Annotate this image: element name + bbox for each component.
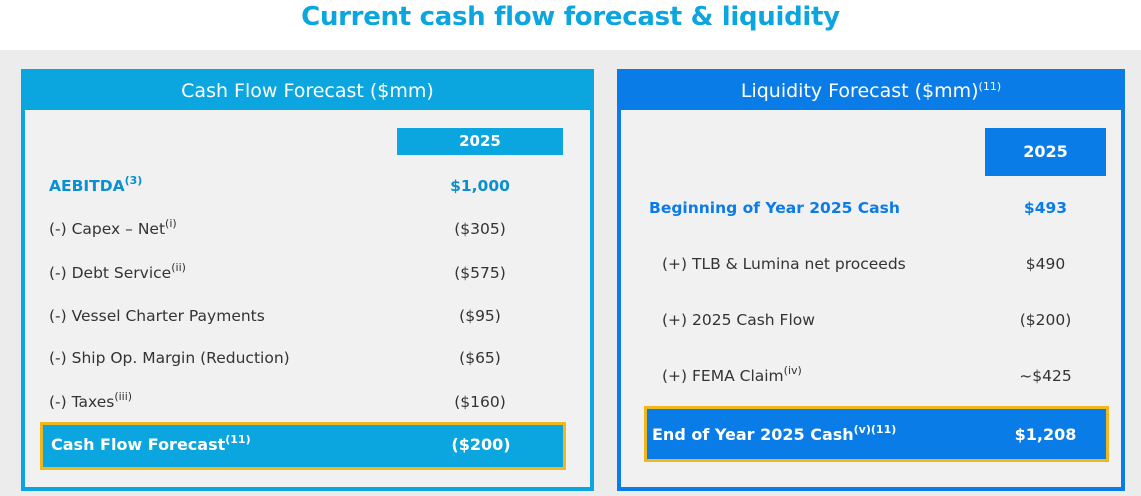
total-value: ($200) xyxy=(451,435,511,454)
row-label: (-) Debt Service xyxy=(49,264,172,282)
page-title: Current cash flow forecast & liquidity xyxy=(301,2,840,32)
liquidity-forecast-panel: Liquidity Forecast ($mm)(11) 2025 Beginn… xyxy=(617,69,1125,491)
cash-flow-year-header: 2025 xyxy=(397,128,563,155)
row-value: ($160) xyxy=(454,393,506,411)
row-value: ($65) xyxy=(459,349,501,367)
footnote-ref: (iii) xyxy=(114,390,133,403)
liquidity-total-row: End of Year 2025 Cash(v)(11) $1,208 xyxy=(644,406,1109,462)
row-label: Beginning of Year 2025 Cash xyxy=(649,199,900,217)
row-value: $493 xyxy=(1023,199,1068,217)
cash-flow-panel-header: Cash Flow Forecast ($mm) xyxy=(25,73,590,110)
footnote-ref: (iv) xyxy=(783,364,802,377)
row-value: ($305) xyxy=(454,220,506,238)
footnote-ref: (ii) xyxy=(171,261,186,274)
row-value: ~$425 xyxy=(1019,367,1072,385)
cash-flow-header-text: Cash Flow Forecast ($mm) xyxy=(181,80,434,102)
liquidity-panel-header: Liquidity Forecast ($mm)(11) xyxy=(621,73,1121,110)
title-bar xyxy=(0,0,1141,50)
row-value: $490 xyxy=(1025,255,1066,273)
row-label: (+) FEMA Claim xyxy=(662,367,784,385)
row-value: $1,000 xyxy=(450,177,510,195)
total-label: Cash Flow Forecast xyxy=(51,435,226,454)
footnote-ref: (3) xyxy=(124,174,143,187)
row-value: ($200) xyxy=(1019,311,1072,329)
total-value: $1,208 xyxy=(1014,425,1077,444)
row-value: ($575) xyxy=(454,264,506,282)
row-label: (+) TLB & Lumina net proceeds xyxy=(662,255,906,273)
total-label: End of Year 2025 Cash xyxy=(652,425,854,444)
row-label: (-) Taxes xyxy=(49,393,115,411)
row-label: (-) Ship Op. Margin (Reduction) xyxy=(49,349,290,367)
footnote-ref: (v)(11) xyxy=(853,423,897,436)
footnote-ref: (i) xyxy=(165,217,177,230)
row-label: (-) Capex – Net xyxy=(49,220,166,238)
cash-flow-forecast-panel: Cash Flow Forecast ($mm) 2025 AEBITDA(3)… xyxy=(21,69,594,491)
row-label: (-) Vessel Charter Payments xyxy=(49,307,265,325)
cash-flow-total-row: Cash Flow Forecast(11) ($200) xyxy=(40,422,566,470)
row-value: ($95) xyxy=(459,307,501,325)
liquidity-year-header: 2025 xyxy=(985,128,1106,176)
row-label: (+) 2025 Cash Flow xyxy=(662,311,815,329)
footnote-ref: (11) xyxy=(225,433,251,446)
row-label: AEBITDA xyxy=(49,177,125,195)
footnote-ref: (11) xyxy=(978,80,1002,93)
liquidity-header-text: Liquidity Forecast ($mm) xyxy=(740,80,979,102)
